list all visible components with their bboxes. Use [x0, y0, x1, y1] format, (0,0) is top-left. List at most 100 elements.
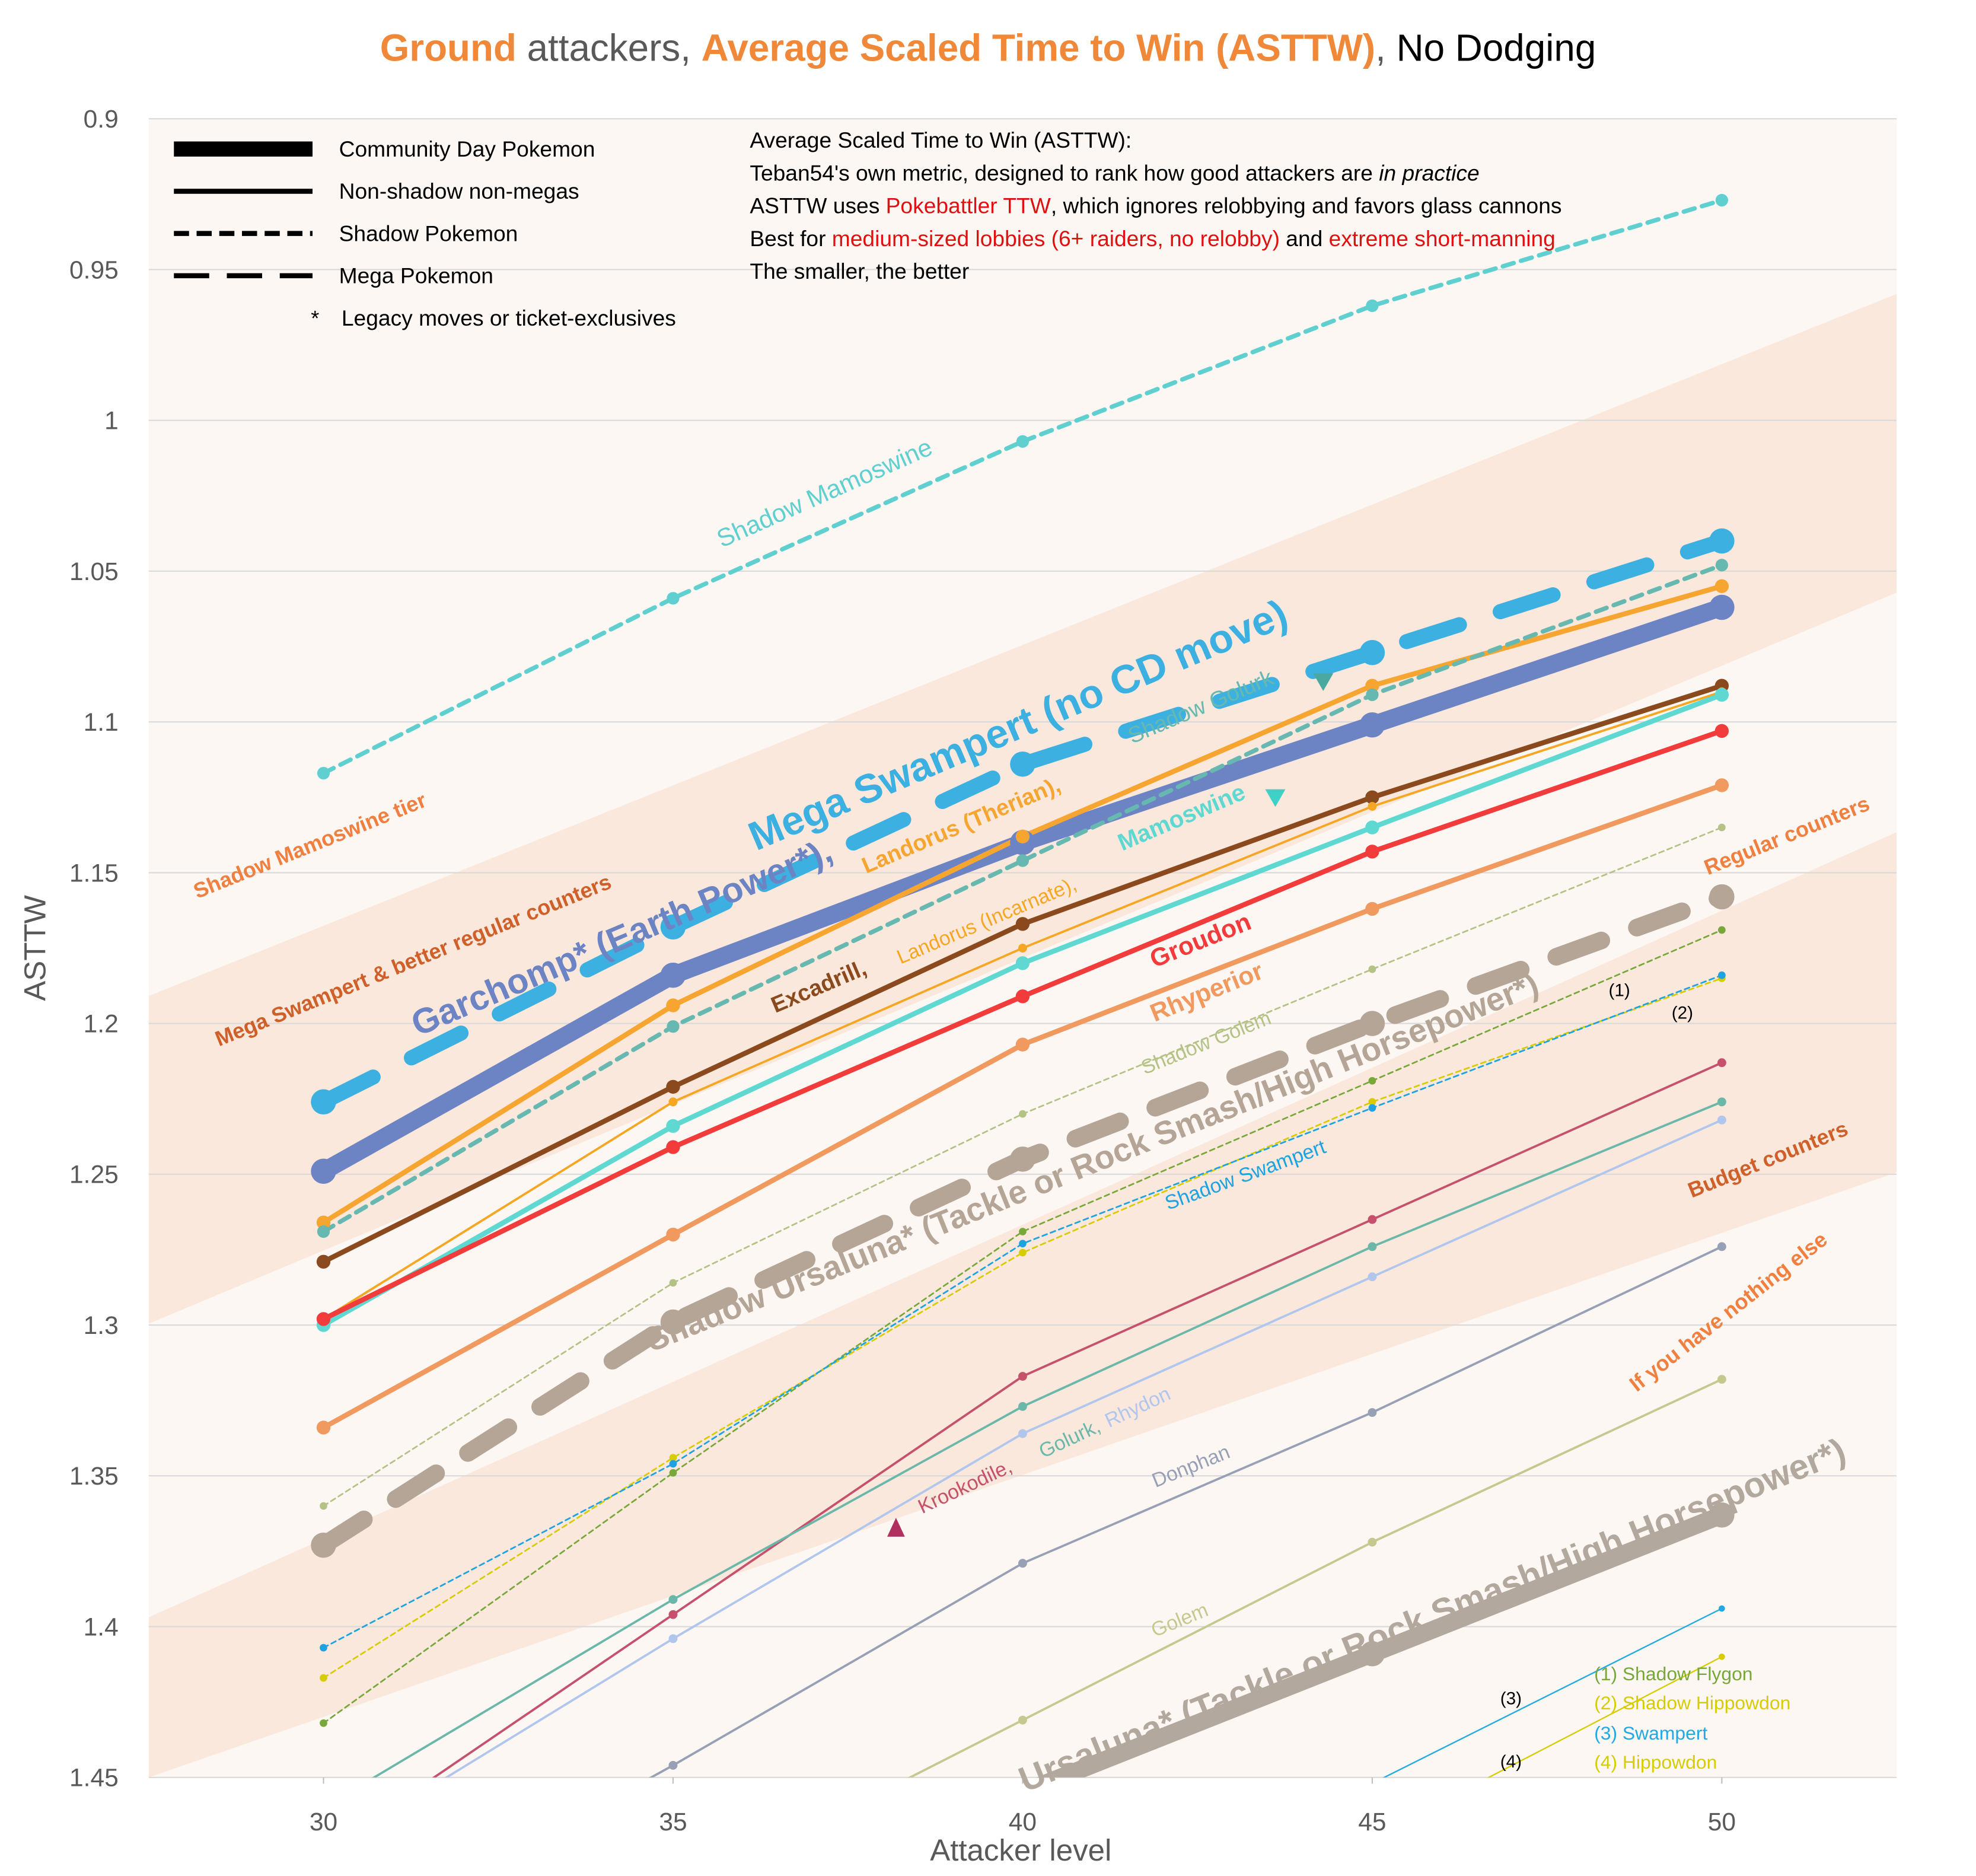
data-point: [316, 1420, 331, 1435]
data-point: [1365, 790, 1379, 804]
series-line: [1382, 1607, 1722, 1778]
data-point: [1715, 559, 1729, 572]
title-part: No Dodging: [1397, 27, 1596, 69]
data-point: [1019, 1228, 1027, 1235]
data-point: [1018, 1402, 1027, 1411]
series-marker-label: (3): [1500, 1689, 1522, 1709]
data-point: [1359, 1011, 1385, 1036]
note-line: The smaller, the better: [750, 259, 969, 284]
data-point: [1365, 679, 1379, 693]
data-point: [1359, 1641, 1385, 1667]
note-line: Average Scaled Time to Win (ASTTW):: [750, 128, 1132, 152]
data-point: [1015, 989, 1030, 1004]
data-point: [668, 1595, 678, 1604]
data-point: [1717, 1242, 1726, 1251]
y-tick-label: 1.3: [84, 1312, 119, 1340]
data-point: [666, 998, 680, 1012]
data-point: [320, 1502, 327, 1510]
data-point: [1368, 1242, 1377, 1251]
title-part: Ground: [380, 27, 517, 69]
data-point: [668, 1097, 678, 1107]
x-axis-label: Attacker level: [930, 1833, 1111, 1867]
data-point: [1359, 712, 1385, 738]
data-point: [667, 592, 680, 605]
x-tick-label: 35: [659, 1808, 687, 1836]
data-point: [1019, 1248, 1027, 1257]
plot-markers: [311, 193, 1735, 1770]
data-point: [660, 914, 686, 940]
data-point: [1714, 778, 1729, 792]
legend-label: Mega Pokemon: [339, 263, 493, 288]
note-part: The smaller, the better: [750, 259, 969, 284]
y-tick-label: 1.25: [69, 1161, 119, 1189]
data-point: [1709, 594, 1735, 620]
note-part: medium-sized lobbies (6+ raiders, no rel…: [832, 226, 1280, 251]
data-point: [669, 1460, 677, 1468]
data-point: [669, 1454, 677, 1462]
data-point: [1018, 1429, 1027, 1438]
data-point: [311, 1089, 336, 1115]
data-point: [1359, 639, 1385, 665]
series-label: (1) Shadow Flygon: [1594, 1663, 1752, 1684]
note-line: ASTTW uses Pokebattler TTW, which ignore…: [750, 193, 1561, 218]
series-line: [323, 977, 1723, 1679]
data-point: [1368, 1098, 1376, 1106]
data-point: [1714, 579, 1729, 594]
chart-title: Ground attackers, Average Scaled Time to…: [380, 27, 1596, 69]
data-point: [316, 1312, 331, 1326]
data-point: [316, 1254, 331, 1269]
y-tick-label: 1.1: [84, 709, 119, 737]
x-tick-label: 40: [1009, 1808, 1037, 1836]
triangle-marker: [1313, 673, 1334, 691]
data-point: [1709, 528, 1735, 554]
x-tick-label: 45: [1358, 1808, 1386, 1836]
data-point: [1366, 299, 1379, 313]
series-line: [323, 929, 1723, 1724]
data-point: [316, 1215, 331, 1230]
data-point: [1368, 1215, 1377, 1224]
data-point: [311, 1158, 336, 1184]
series-marker-label: (1): [1608, 980, 1630, 1000]
y-tick-label: 1.15: [69, 859, 119, 887]
data-point: [666, 1140, 680, 1154]
note-part: Teban54's own metric, designed to rank h…: [750, 160, 1379, 185]
data-point: [1019, 1240, 1027, 1248]
data-point: [1010, 751, 1035, 777]
y-tick-label: 0.9: [84, 106, 119, 133]
data-point: [666, 1079, 680, 1094]
data-point: [1368, 802, 1377, 811]
legend-label: Legacy moves or ticket-exclusives: [342, 305, 676, 330]
data-point: [317, 1225, 330, 1238]
legend-label: Shadow Pokemon: [339, 221, 518, 246]
data-point: [1718, 926, 1726, 934]
data-point: [1709, 1502, 1735, 1528]
y-tick-label: 1.4: [84, 1613, 119, 1641]
data-point: [1368, 1104, 1376, 1112]
data-point: [1015, 1037, 1030, 1052]
data-point: [320, 1719, 327, 1727]
legend-label: Community Day Pokemon: [339, 136, 595, 161]
band: [148, 294, 1897, 1324]
data-point: [666, 1119, 680, 1133]
data-point: [1016, 854, 1030, 867]
data-point: [1718, 971, 1726, 979]
y-tick-label: 1.2: [84, 1010, 119, 1038]
legend-symbol: *: [311, 306, 319, 330]
y-tick-label: 1: [104, 407, 119, 435]
data-point: [660, 1309, 686, 1335]
series-label: (3) Swampert: [1594, 1722, 1707, 1744]
note-line: Best for medium-sized lobbies (6+ raider…: [750, 226, 1555, 251]
data-point: [1714, 724, 1729, 738]
data-point: [667, 1020, 680, 1033]
data-point: [1366, 688, 1379, 702]
title-part: ,: [1375, 27, 1396, 69]
data-point: [1010, 1146, 1035, 1172]
series-label: (2) Shadow Hippowdon: [1594, 1692, 1790, 1713]
data-point: [669, 1469, 677, 1477]
data-point: [1368, 1272, 1377, 1282]
note-part: in practice: [1379, 160, 1479, 185]
data-point: [1717, 1097, 1726, 1107]
data-point: [1368, 1537, 1377, 1547]
